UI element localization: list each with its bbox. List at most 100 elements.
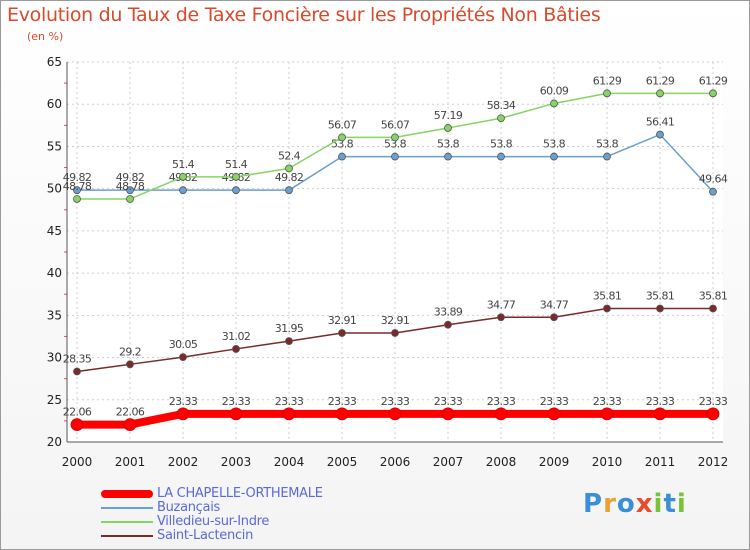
data-label-3: 35.81	[699, 289, 728, 302]
series-point-0	[600, 407, 614, 421]
series-point-2	[709, 89, 717, 98]
data-label-0: 22.06	[63, 406, 92, 419]
series-point-1	[232, 186, 240, 195]
data-label-1: 53.8	[384, 138, 407, 151]
x-tick-label: 2005	[327, 455, 358, 469]
data-label-0: 23.33	[381, 395, 410, 408]
y-tick-label: 45	[47, 224, 62, 238]
series-point-1	[126, 186, 134, 195]
series-point-3	[391, 329, 399, 337]
y-tick-label: 20	[47, 435, 62, 449]
data-label-3: 35.81	[593, 289, 622, 302]
series-point-0	[70, 418, 84, 432]
x-tick-label: 2000	[62, 455, 93, 469]
series-point-3	[709, 304, 717, 313]
data-label-3: 29.2	[119, 345, 141, 358]
x-tick-label: 2003	[221, 455, 252, 469]
series-point-1	[391, 152, 399, 161]
logo-letter: i	[653, 489, 664, 519]
series-point-2	[656, 89, 664, 98]
data-label-0: 23.33	[222, 395, 251, 408]
series-point-1	[179, 186, 187, 195]
series-point-0	[176, 407, 190, 421]
legend-swatch	[101, 490, 153, 498]
series-point-1	[444, 152, 452, 161]
data-label-3: 35.81	[646, 289, 675, 302]
series-point-0	[229, 407, 243, 421]
data-label-2: 58.34	[487, 99, 516, 112]
x-tick-label: 2001	[115, 455, 146, 469]
data-label-3: 28.35	[63, 352, 92, 365]
series-point-3	[550, 313, 558, 322]
legend-label: Villedieu-sur-Indre	[157, 514, 270, 529]
series-point-1	[603, 152, 611, 161]
legend-label: Buzançais	[157, 500, 220, 515]
data-label-1: 49.64	[699, 173, 728, 186]
data-label-2: 56.07	[381, 118, 410, 131]
series-point-3	[285, 337, 293, 345]
x-tick-label: 2008	[486, 455, 517, 469]
series-point-2	[73, 195, 81, 203]
data-label-1: 49.82	[275, 171, 304, 184]
data-label-1: 53.8	[490, 138, 513, 151]
data-label-3: 33.89	[434, 306, 463, 319]
series-point-3	[603, 304, 611, 313]
legend-swatch	[101, 521, 153, 523]
data-label-2: 60.09	[540, 84, 569, 97]
legend-label: LA CHAPELLE-ORTHEMALE	[157, 486, 323, 501]
logo-letter: o	[616, 489, 636, 519]
data-label-1: 53.8	[437, 138, 460, 151]
x-tick-label: 2004	[274, 455, 305, 469]
x-tick-label: 2007	[433, 455, 464, 469]
series-point-2	[603, 89, 611, 98]
legend-swatch	[101, 535, 153, 537]
series-point-2	[497, 114, 505, 123]
data-label-2: 48.78	[63, 180, 92, 193]
data-label-3: 31.95	[275, 322, 304, 335]
y-tick-label: 25	[47, 393, 62, 407]
series-point-0	[282, 407, 296, 421]
y-tick-label: 60	[47, 97, 62, 111]
y-tick-label: 35	[47, 308, 62, 322]
chart-title: Evolution du Taux de Taxe Foncière sur l…	[7, 4, 601, 26]
data-label-0: 23.33	[487, 395, 516, 408]
logo-letter: x	[635, 489, 654, 519]
series-point-1	[709, 187, 717, 196]
x-tick-label: 2010	[592, 455, 623, 469]
x-tick-label: 2002	[168, 455, 199, 469]
data-label-1: 56.41	[646, 116, 675, 129]
data-label-0: 23.33	[434, 395, 463, 408]
data-label-0: 22.06	[116, 406, 145, 419]
data-label-1: 53.8	[596, 138, 619, 151]
data-label-2: 61.29	[699, 74, 728, 87]
series-point-1	[285, 186, 293, 195]
logo-letter: P	[583, 489, 604, 519]
data-label-3: 31.02	[222, 330, 251, 343]
data-label-3: 30.05	[169, 338, 198, 351]
series-point-3	[444, 320, 452, 329]
y-tick-label: 65	[47, 55, 62, 69]
series-point-2	[179, 172, 187, 181]
data-label-2: 57.19	[434, 109, 463, 122]
data-label-3: 32.91	[381, 314, 410, 327]
data-label-2: 51.4	[225, 158, 248, 171]
series-point-3	[232, 345, 240, 353]
data-label-2: 61.29	[646, 74, 675, 87]
series-point-2	[232, 172, 240, 181]
series-point-0	[388, 407, 402, 421]
logo-letter: t	[663, 489, 677, 519]
data-label-2: 56.07	[328, 118, 357, 131]
data-label-2: 51.4	[172, 158, 195, 171]
data-label-2: 48.78	[116, 180, 145, 193]
logo-letter: r	[603, 489, 617, 519]
legend-swatch	[101, 507, 153, 509]
series-point-0	[547, 407, 561, 421]
data-label-0: 23.33	[328, 395, 357, 408]
logo-letter: i	[676, 489, 687, 519]
chart-subtitle: (en %)	[27, 30, 64, 43]
series-point-0	[335, 407, 349, 421]
series-point-1	[656, 130, 664, 139]
x-tick-label: 2009	[539, 455, 570, 469]
series-point-2	[338, 133, 346, 142]
